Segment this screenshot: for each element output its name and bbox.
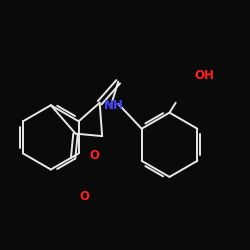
- Text: O: O: [89, 150, 99, 162]
- Text: O: O: [79, 190, 89, 203]
- Text: OH: OH: [194, 69, 214, 82]
- Text: NH: NH: [104, 99, 124, 112]
